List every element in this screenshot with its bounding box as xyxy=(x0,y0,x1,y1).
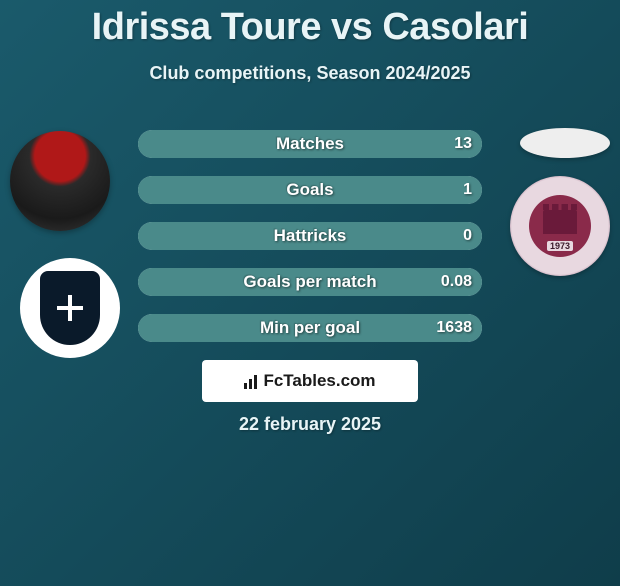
stat-row: Hattricks0 xyxy=(138,222,482,250)
page-subtitle: Club competitions, Season 2024/2025 xyxy=(0,63,620,84)
stat-label: Goals xyxy=(138,176,482,204)
castle-icon xyxy=(543,210,577,234)
stat-row: Matches13 xyxy=(138,130,482,158)
stat-value-left: 1 xyxy=(463,176,472,204)
club-left-badge xyxy=(20,258,120,358)
stat-row: Min per goal1638 xyxy=(138,314,482,342)
stat-row: Goals per match0.08 xyxy=(138,268,482,296)
club-right-badge: 1973 xyxy=(510,176,610,276)
player-right-avatar xyxy=(520,128,610,158)
stat-value-left: 1638 xyxy=(436,314,472,342)
player-left-avatar xyxy=(10,131,110,231)
stat-label: Goals per match xyxy=(138,268,482,296)
brand-badge: FcTables.com xyxy=(202,360,418,402)
stat-value-left: 0 xyxy=(463,222,472,250)
stat-value-left: 0.08 xyxy=(441,268,472,296)
bar-chart-icon xyxy=(244,373,257,389)
stat-label: Hattricks xyxy=(138,222,482,250)
brand-text: FcTables.com xyxy=(263,371,375,391)
stat-label: Matches xyxy=(138,130,482,158)
shield-cross-icon xyxy=(57,295,83,321)
club-right-year: 1973 xyxy=(547,241,573,251)
stat-row: Goals1 xyxy=(138,176,482,204)
stat-label: Min per goal xyxy=(138,314,482,342)
page-title: Idrissa Toure vs Casolari xyxy=(0,6,620,49)
stats-list: Matches13 Goals1 Hattricks0 Goals per match… xyxy=(138,130,482,360)
stat-value-left: 13 xyxy=(454,130,472,158)
date-label: 22 february 2025 xyxy=(0,414,620,435)
